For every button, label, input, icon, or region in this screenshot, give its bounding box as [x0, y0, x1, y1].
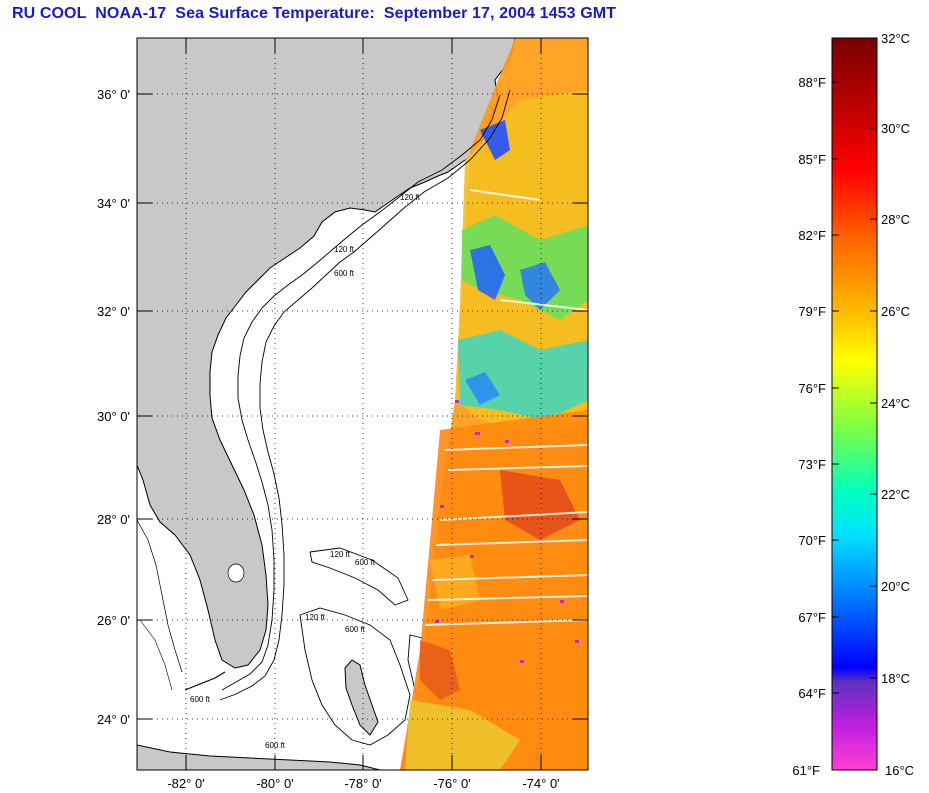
- colorbar-fahrenheit-label: 76°F: [798, 381, 826, 396]
- colorbar-celsius-label: 22°C: [881, 487, 910, 502]
- contour-label: 600 ft: [334, 269, 355, 278]
- land-usa: [137, 38, 516, 669]
- colorbar-fahrenheit-label: 85°F: [798, 152, 826, 167]
- sst-swath: [400, 38, 588, 770]
- contour-label: 600 ft: [345, 625, 366, 634]
- contour-label: 120 ft: [334, 245, 355, 254]
- colorbar-fahrenheit-label: 61°F: [792, 763, 820, 778]
- land-andros: [344, 659, 379, 736]
- colorbar-celsius-label: 24°C: [881, 396, 910, 411]
- contour-label: 600 ft: [265, 741, 286, 750]
- colorbar-fahrenheit-label: 70°F: [798, 533, 826, 548]
- contour-label: 600 ft: [355, 558, 376, 567]
- contour-label: 120 ft: [400, 193, 421, 202]
- contour-gulf: [137, 519, 183, 673]
- colorbar-celsius-label: 18°C: [881, 671, 910, 686]
- colorbar-celsius-label: 16°C: [885, 763, 914, 778]
- colorbar-ticks: [832, 81, 877, 694]
- colorbar: [831, 37, 878, 771]
- lat-label: 30° 0': [97, 409, 130, 424]
- page-title: RU COOL NOAA-17 Sea Surface Temperature:…: [12, 5, 617, 22]
- lake-okeechobee: [227, 563, 245, 583]
- colorbar-celsius-label: 26°C: [881, 304, 910, 319]
- colorbar-celsius-label: 28°C: [881, 212, 910, 227]
- lat-label: 32° 0': [97, 304, 130, 319]
- axis-ticks: [137, 38, 588, 770]
- colorbar-fahrenheit-label: 64°F: [798, 686, 826, 701]
- contour-label: 600 ft: [190, 695, 211, 704]
- colorbar-celsius-label: 30°C: [881, 121, 910, 136]
- contour-120ft: [221, 94, 501, 691]
- colorbar-celsius-label: 32°C: [881, 31, 910, 46]
- lat-label: 28° 0': [97, 512, 130, 527]
- land-cuba: [137, 744, 381, 770]
- colorbar-fahrenheit-label: 73°F: [798, 457, 826, 472]
- lon-label: -74° 0': [522, 776, 559, 791]
- colorbar-fahrenheit-label: 67°F: [798, 610, 826, 625]
- contour-label: 120 ft: [305, 613, 326, 622]
- colorbar-fahrenheit-label: 88°F: [798, 75, 826, 90]
- map-grid: [137, 38, 588, 770]
- lat-label: 24° 0': [97, 712, 130, 727]
- lat-label: 36° 0': [97, 87, 130, 102]
- lat-label: 26° 0': [97, 613, 130, 628]
- contour-label: 120 ft: [330, 550, 351, 559]
- lon-label: -78° 0': [344, 776, 381, 791]
- grand-bahama-bank: [309, 547, 409, 606]
- colorbar-celsius-label: 20°C: [881, 579, 910, 594]
- contour-600ft: [219, 89, 511, 701]
- lon-label: -82° 0': [167, 776, 204, 791]
- colorbar-fahrenheit-label: 79°F: [798, 304, 826, 319]
- florida-keys: [184, 671, 226, 691]
- lat-label: 34° 0': [97, 196, 130, 211]
- lon-label: -76° 0': [433, 776, 470, 791]
- colorbar-fahrenheit-label: 82°F: [798, 228, 826, 243]
- lon-label: -80° 0': [256, 776, 293, 791]
